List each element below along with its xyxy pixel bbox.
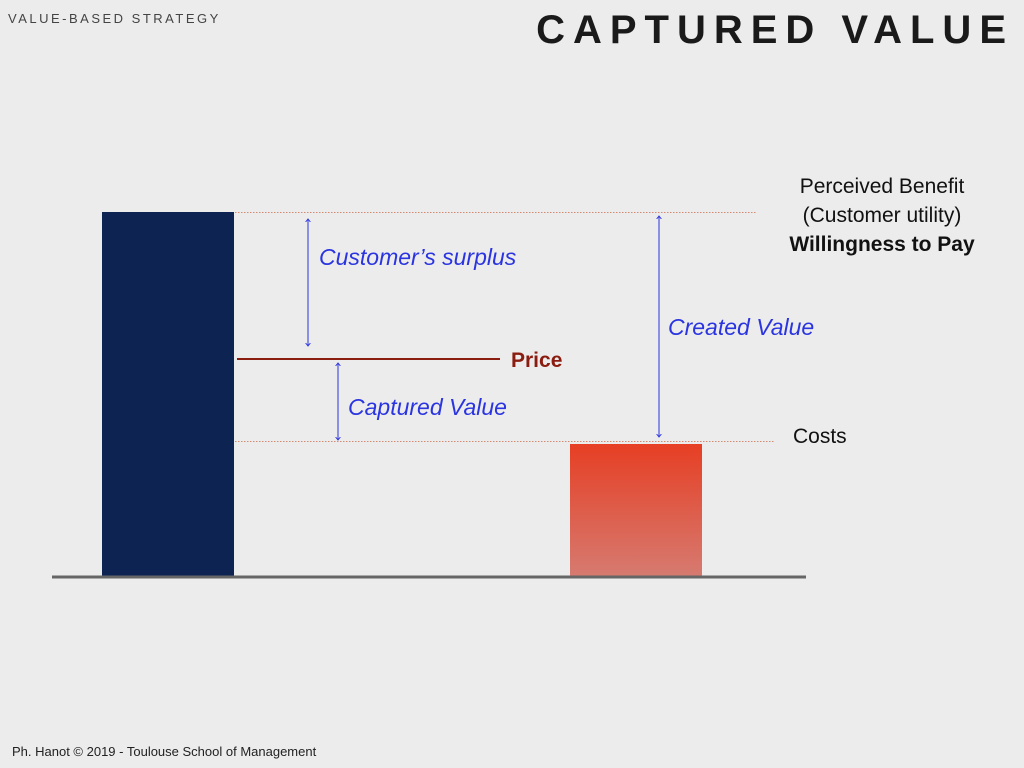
price-label: Price	[511, 349, 563, 372]
customer-surplus-label: Customer’s surplus	[319, 244, 517, 270]
section-label: VALUE-BASED STRATEGY	[8, 11, 221, 26]
slide-title: CAPTURED VALUE	[536, 8, 1014, 52]
cost-bar	[570, 444, 702, 576]
footer-credit: Ph. Hanot © 2019 - Toulouse School of Ma…	[12, 744, 317, 759]
perceived-benefit-label: Perceived Benefit (Customer utility) Wil…	[776, 172, 988, 259]
willingness-to-pay-label: Willingness to Pay	[789, 233, 975, 256]
benefit-bar	[102, 212, 234, 576]
costs-label: Costs	[793, 425, 847, 448]
created-value-label: Created Value	[668, 314, 815, 340]
benefit-line-2: (Customer utility)	[802, 204, 962, 227]
benefit-line-1: Perceived Benefit	[799, 175, 965, 198]
captured-value-label: Captured Value	[348, 394, 507, 420]
